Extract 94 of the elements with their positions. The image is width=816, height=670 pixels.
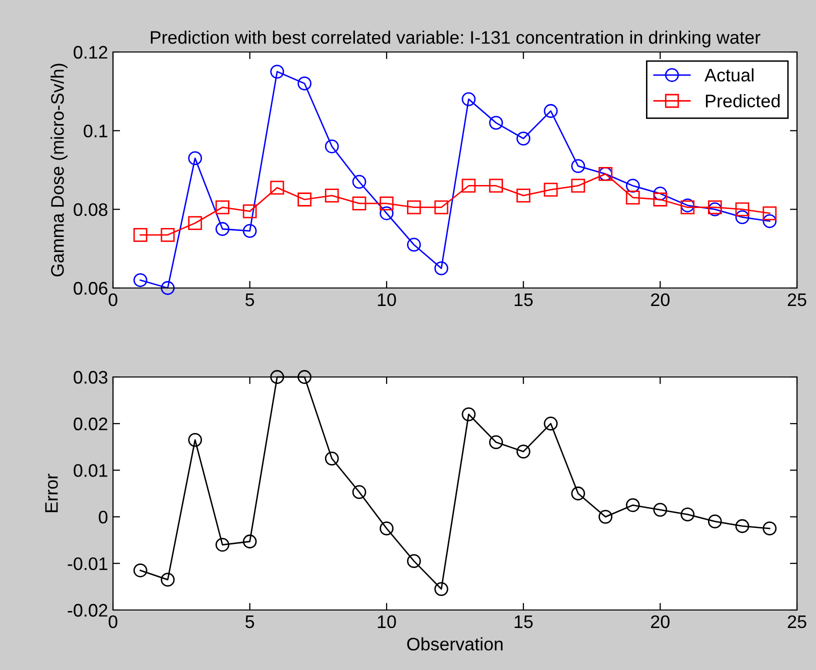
y-axis-title: Error [45, 474, 58, 512]
point [735, 519, 750, 534]
point [324, 452, 339, 466]
chart-title: Prediction with best correlated variable: I-131 concentration in drinking water [150, 30, 760, 48]
point [626, 498, 640, 512]
y-tick-label: 0.06 [74, 282, 108, 295]
point [160, 281, 175, 295]
point [434, 261, 448, 276]
y-axis-title: Gamma Dose (micro-Sv/h) [50, 64, 68, 276]
point [653, 502, 668, 517]
point [489, 178, 503, 193]
point [133, 563, 148, 578]
x-axis-title: Observation [407, 637, 503, 651]
point [324, 139, 339, 154]
point [626, 190, 640, 204]
y-tick-label: -0.01 [68, 557, 108, 570]
point [133, 273, 148, 288]
point [571, 178, 586, 193]
legend-label: Predicted [706, 94, 780, 108]
y-tick-label: 0.12 [74, 46, 108, 59]
point [434, 200, 448, 214]
point [653, 186, 668, 201]
x-tick-label: 15 [514, 294, 533, 306]
point [160, 572, 175, 587]
y-tick-label: -0.02 [68, 604, 108, 617]
y-tick-label: 0.08 [74, 203, 108, 216]
point [270, 370, 284, 384]
y-tick-label: 0.01 [74, 464, 108, 477]
point [544, 182, 558, 197]
point [188, 151, 202, 166]
point [735, 202, 750, 216]
x-tick-label: 5 [246, 616, 254, 628]
point [516, 132, 530, 146]
point [298, 370, 312, 384]
point [489, 116, 503, 130]
x-tick-label: 0 [108, 615, 118, 628]
point [188, 216, 202, 230]
point [242, 224, 257, 238]
point [407, 554, 421, 568]
legend-label: Actual [704, 68, 754, 82]
point [516, 188, 530, 203]
y-tick-label: 0 [98, 510, 108, 524]
point [324, 188, 339, 203]
point [298, 76, 312, 90]
point [708, 514, 722, 528]
point [762, 214, 777, 228]
x-tick-label: 10 [378, 615, 396, 628]
point [762, 206, 777, 220]
point [462, 92, 476, 106]
point [270, 180, 284, 195]
point [215, 538, 230, 552]
y-tick-label: 0.03 [74, 370, 108, 384]
x-tick-label: 25 [788, 293, 806, 306]
point [215, 222, 230, 236]
x-tick-label: 20 [651, 293, 670, 306]
point [598, 510, 612, 524]
x-tick-label: 20 [651, 615, 670, 628]
point [462, 178, 476, 193]
point [762, 522, 777, 536]
point [380, 196, 394, 210]
point [242, 534, 257, 548]
point [352, 174, 366, 189]
point [188, 432, 202, 447]
x-tick-label: 5 [246, 294, 254, 306]
point [735, 210, 750, 224]
point [571, 159, 586, 174]
point [653, 192, 668, 206]
point [242, 204, 257, 218]
x-tick-label: 0 [108, 293, 118, 306]
x-tick-label: 10 [378, 293, 396, 306]
point [544, 416, 558, 431]
point [516, 444, 530, 459]
point [133, 228, 148, 242]
point [489, 435, 503, 450]
point [626, 178, 640, 193]
point [215, 200, 230, 214]
y-tick-label: 0.02 [74, 418, 108, 430]
point [434, 582, 448, 596]
point [270, 64, 284, 79]
point [298, 192, 312, 206]
x-tick-label: 25 [788, 615, 806, 628]
point [380, 522, 394, 536]
point [160, 228, 175, 242]
point [407, 200, 421, 214]
point [380, 206, 394, 220]
x-tick-label: 15 [514, 616, 533, 628]
point [571, 486, 586, 500]
y-tick-label: 0.1 [84, 124, 108, 138]
point [407, 238, 421, 252]
point [462, 407, 476, 422]
point [352, 485, 366, 500]
point [680, 508, 695, 522]
point [352, 196, 366, 210]
point [544, 104, 558, 118]
